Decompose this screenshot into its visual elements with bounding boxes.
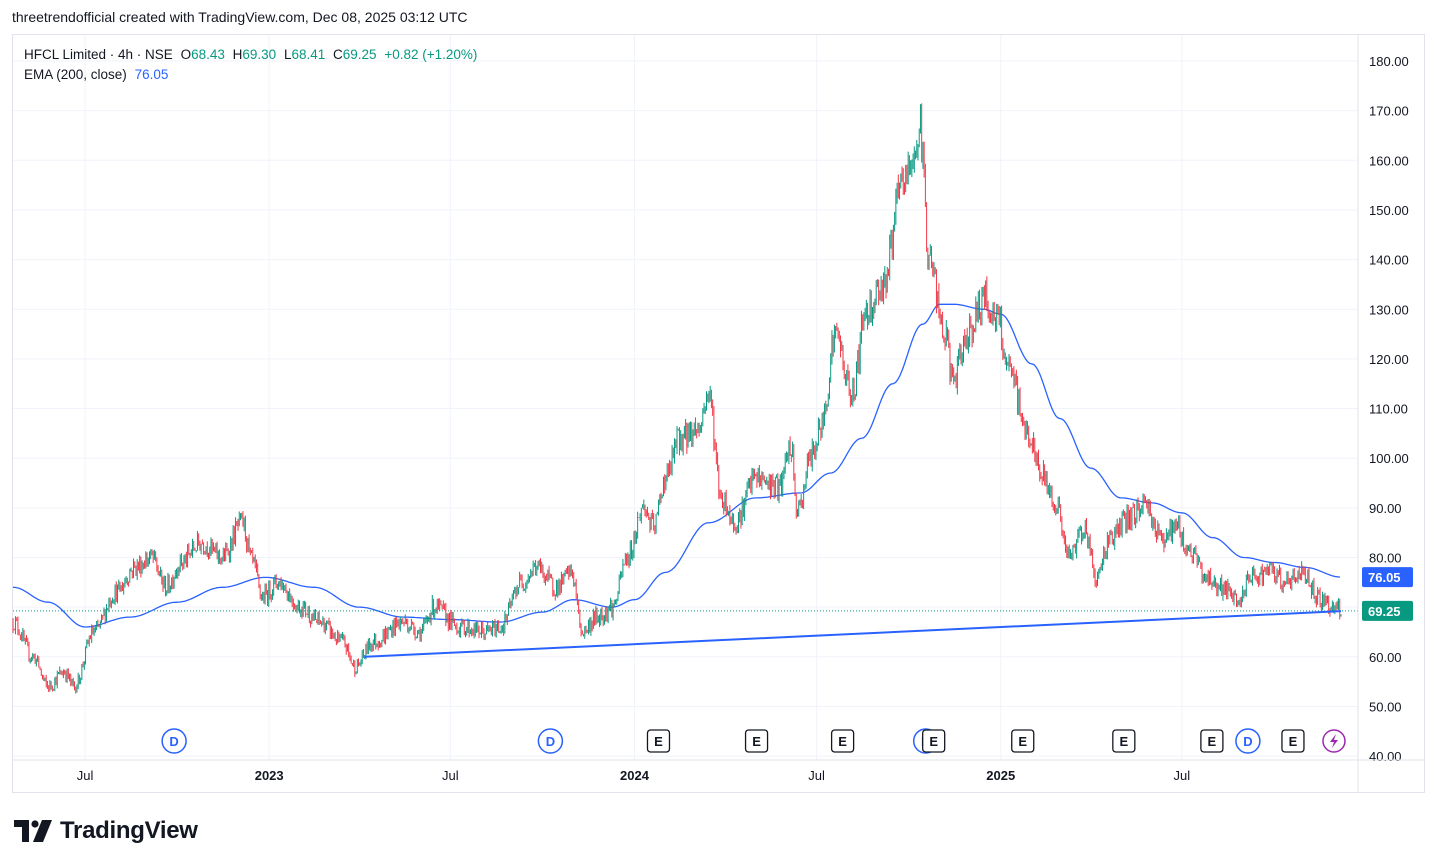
candles xyxy=(12,103,1342,694)
y-tick-label: 120.00 xyxy=(1369,352,1409,367)
ohlc-high: H69.30 xyxy=(233,47,277,62)
earnings-marker-letter: E xyxy=(1208,734,1217,749)
earnings-marker-box xyxy=(1011,729,1035,753)
y-tick-label: 80.00 xyxy=(1369,551,1402,566)
dividend-marker-letter: D xyxy=(546,734,555,749)
last-price-tag: 69.25 xyxy=(1368,604,1401,619)
close-label: C xyxy=(333,47,343,62)
y-tick-label: 90.00 xyxy=(1369,501,1402,516)
x-tick-label: 2025 xyxy=(986,768,1015,783)
legend: HFCL Limited · 4h · NSE O68.43 H69.30 L6… xyxy=(24,45,481,85)
y-tick-label: 60.00 xyxy=(1369,650,1402,665)
ema-price-tag-bg xyxy=(1362,567,1413,588)
earnings-marker[interactable]: E xyxy=(646,729,671,753)
ema-200-line[interactable] xyxy=(12,303,1341,628)
dividend-marker-circle xyxy=(537,728,564,754)
y-tick-label: 170.00 xyxy=(1369,104,1409,119)
dividend-marker[interactable]: D xyxy=(537,728,564,754)
x-tick-label: Jul xyxy=(1174,768,1191,783)
dividend-marker[interactable]: D xyxy=(1235,728,1261,754)
x-tick-label: Jul xyxy=(808,768,825,783)
earnings-marker[interactable]: E xyxy=(830,729,855,753)
symbol-name[interactable]: HFCL Limited · 4h · NSE xyxy=(24,47,173,62)
earnings-marker[interactable]: E xyxy=(922,729,946,753)
chart-caption: threetrendofficial created with TradingV… xyxy=(12,9,468,25)
x-tick-label: 2024 xyxy=(620,768,650,783)
open-label: O xyxy=(180,47,192,62)
y-tick-label: 130.00 xyxy=(1369,302,1409,317)
dividend-marker-letter: D xyxy=(169,734,178,749)
earnings-marker[interactable]: E xyxy=(1112,729,1136,753)
ema-label[interactable]: EMA (200, close) xyxy=(24,67,127,82)
y-tick-label: 40.00 xyxy=(1369,749,1402,764)
close-value: 69.25 xyxy=(342,47,377,62)
earnings-marker-letter: E xyxy=(654,734,663,749)
earnings-marker-letter: E xyxy=(838,734,847,749)
earnings-marker[interactable]: E xyxy=(1281,729,1305,753)
earnings-marker-box xyxy=(830,729,855,753)
y-tick-label: 160.00 xyxy=(1369,153,1409,168)
change-value: +0.82 (+1.20%) xyxy=(384,47,478,62)
ohlc-close: C69.25 xyxy=(333,47,377,62)
earnings-marker[interactable]: E xyxy=(1011,729,1035,753)
dividend-marker-letter: D xyxy=(1243,734,1252,749)
earnings-marker[interactable]: E xyxy=(1200,729,1224,753)
high-label: H xyxy=(232,47,243,62)
earnings-marker-letter: E xyxy=(1119,734,1128,749)
y-tick-label: 150.00 xyxy=(1369,203,1409,218)
y-tick-label: 140.00 xyxy=(1369,253,1409,268)
y-tick-label: 180.00 xyxy=(1369,54,1409,69)
high-value: 69.30 xyxy=(242,47,277,62)
ohlc-open: O68.43 xyxy=(181,47,225,62)
earnings-marker-box xyxy=(922,729,946,753)
y-tick-label: 50.00 xyxy=(1369,699,1402,714)
earnings-marker-box xyxy=(1281,729,1305,753)
x-tick-label: 2023 xyxy=(255,768,284,783)
open-value: 68.43 xyxy=(191,47,225,62)
y-tick-label: 110.00 xyxy=(1369,402,1408,417)
earnings-marker-box xyxy=(744,729,769,753)
tradingview-logo-icon xyxy=(14,820,52,842)
dividend-marker-circle xyxy=(1235,728,1261,754)
earnings-marker-letter: E xyxy=(1018,734,1027,749)
ema-layer xyxy=(12,303,1341,628)
grid xyxy=(13,35,1358,760)
earnings-marker-box xyxy=(646,729,671,753)
dividend-marker[interactable]: D xyxy=(161,728,187,754)
trendline-layer xyxy=(13,610,1358,658)
dividend-marker-circle xyxy=(161,728,187,754)
earnings-marker-box xyxy=(1112,729,1136,753)
x-tick-label: Jul xyxy=(77,768,94,783)
split-marker[interactable] xyxy=(1322,729,1346,753)
earnings-marker-letter: E xyxy=(929,734,938,749)
y-tick-label: 100.00 xyxy=(1369,451,1409,466)
low-label: L xyxy=(283,47,292,62)
earnings-marker-letter: E xyxy=(1289,734,1298,749)
symbol-row: HFCL Limited · 4h · NSE O68.43 H69.30 L6… xyxy=(24,45,481,65)
earnings-marker[interactable]: E xyxy=(744,729,769,753)
ema-row: EMA (200, close) 76.05 xyxy=(24,65,481,85)
last-price-tag-bg xyxy=(1362,600,1413,621)
ohlc-low: L68.41 xyxy=(284,47,325,62)
support-trendline[interactable] xyxy=(364,610,1342,658)
ema-value: 76.05 xyxy=(134,67,169,82)
events: DDEEEDEEEEDE xyxy=(161,728,1346,754)
earnings-marker-letter: E xyxy=(752,734,761,749)
axes: 180.00 170.00 160.00 150.00 140.00 130.00 120.… xyxy=(13,35,1424,792)
tradingview-logo-text: TradingView xyxy=(60,817,198,844)
chart-frame xyxy=(12,34,1425,793)
low-value: 68.41 xyxy=(291,47,326,62)
ema-price-tag: 76.05 xyxy=(1368,570,1401,585)
earnings-marker-box xyxy=(1200,729,1224,753)
x-tick-label: Jul xyxy=(442,768,459,783)
lightning-icon xyxy=(1329,734,1338,748)
tradingview-logo[interactable]: TradingView xyxy=(14,817,198,845)
